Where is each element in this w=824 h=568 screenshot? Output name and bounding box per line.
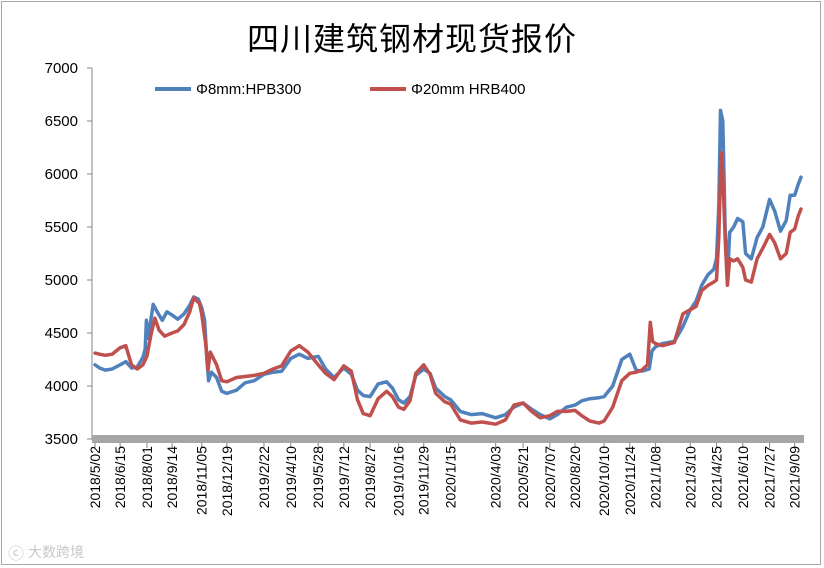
watermark-text: 大数跨境 (28, 545, 85, 561)
x-tick-label: 2021/7/27 (762, 446, 778, 508)
series-line-0 (93, 108, 803, 421)
y-tick-label: 7000 (45, 60, 78, 77)
x-tick-label: 2019/5/28 (310, 446, 326, 508)
x-tick-label: 2019/8/27 (362, 446, 378, 508)
watermark: ⓒ 大数跨境 (8, 540, 84, 564)
x-tick-label: 2021/4/25 (709, 446, 725, 508)
x-tick-label: 2019/4/10 (283, 446, 299, 508)
x-tick-label: 2020/5/21 (515, 446, 531, 508)
y-tick-label: 6000 (45, 166, 78, 183)
legend-label-0: Φ8mm:HPB300 (196, 81, 301, 98)
x-tick-label: 2018/12/19 (219, 446, 235, 516)
y-tick-label: 6500 (45, 113, 78, 130)
series-line-1 (93, 151, 803, 426)
watermark-logo-icon: ⓒ (8, 544, 25, 563)
x-tick-label: 2020/4/03 (488, 446, 504, 508)
x-tick-label: 2018/5/02 (87, 446, 103, 508)
x-tick-label: 2020/11/24 (622, 446, 638, 515)
x-tick-label: 2019/7/12 (336, 446, 352, 508)
y-tick-label: 5500 (45, 219, 78, 236)
series-layer (93, 108, 803, 426)
x-axis-ticks: 2018/5/02 2018/6/15 2018/8/01 2018/9/14 2018… (87, 443, 803, 516)
x-tick-label: 2018/6/15 (112, 446, 128, 508)
x-tick-label: 2021/3/10 (682, 446, 698, 508)
x-tick-label: 2019/11/29 (416, 446, 432, 515)
x-tick-label: 2020/7/07 (542, 446, 558, 508)
x-tick-label: 2020/10/10 (596, 446, 612, 516)
x-tick-label: 2018/11/05 (194, 446, 210, 515)
x-tick-label: 2021/9/09 (787, 446, 803, 508)
legend: Φ8mm:HPB300 Φ20mm HRB400 (155, 81, 526, 98)
y-tick-label: 4000 (45, 378, 78, 395)
axes (91, 68, 804, 443)
chart-title: 四川建筑钢材现货报价 (246, 20, 577, 58)
x-tick-label: 2020/1/15 (443, 446, 459, 508)
x-tick-label: 2018/9/14 (164, 446, 180, 508)
x-tick-label: 2021/6/10 (735, 446, 751, 508)
x-tick-label: 2020/8/20 (567, 446, 583, 508)
x-tick-label: 2019/2/22 (256, 446, 272, 508)
x-tick-label: 2021/1/08 (647, 446, 663, 508)
legend-label-1: Φ20mm HRB400 (411, 81, 526, 98)
y-axis-ticks: 3500 4000 4500 5000 5500 6000 6500 7000 (45, 60, 92, 448)
y-tick-label: 3500 (45, 431, 78, 448)
y-tick-label: 4500 (45, 325, 78, 342)
x-tick-label: 2018/8/01 (139, 446, 155, 508)
y-tick-label: 5000 (45, 272, 78, 289)
x-tick-label: 2019/10/16 (391, 446, 407, 516)
